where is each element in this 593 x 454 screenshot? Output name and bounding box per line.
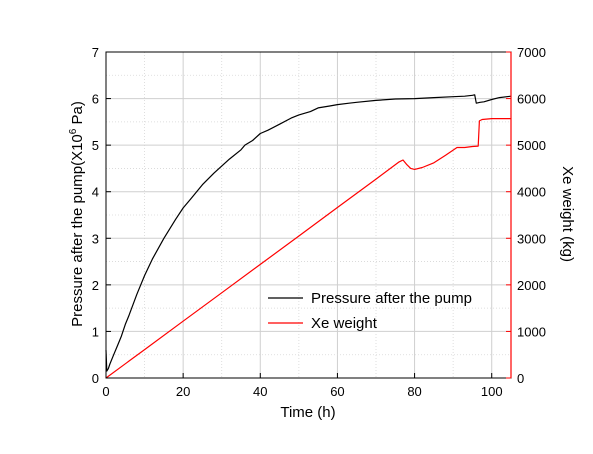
x-tick-label: 40: [253, 384, 267, 399]
y-left-tick-label: 1: [92, 324, 99, 339]
legend-label-pressure: Pressure after the pump: [311, 290, 472, 307]
y-right-tick-label: 0: [517, 371, 524, 386]
y-right-tick-label: 4000: [517, 185, 546, 200]
x-tick-label: 0: [102, 384, 109, 399]
series-line-xe-weight: [105, 118, 511, 379]
legend: Pressure after the pump Xe weight: [268, 290, 472, 332]
y-left-axis-title: Pressure after the pump(X106 Pa): [68, 101, 86, 327]
y-left-tick-label: 3: [92, 231, 99, 246]
y-left-tick-label: 4: [92, 185, 99, 200]
series-line-pressure: [105, 94, 512, 372]
grid: [105, 51, 511, 379]
y-right-axis-title: Xe weight (kg): [559, 166, 576, 262]
x-tick-label: 20: [176, 384, 190, 399]
y-right-tick-label: 3000: [517, 231, 546, 246]
y-right-tick-label: 5000: [517, 138, 546, 153]
y-right-tick-label: 1000: [517, 324, 546, 339]
y-left-axis-title-suffix: Pa): [69, 101, 86, 129]
legend-label-xe-weight: Xe weight: [311, 315, 378, 332]
x-axis-title: Time (h): [280, 404, 335, 421]
y-left-axis-title-exponent: 6: [68, 128, 79, 134]
y-right-tick-label: 7000: [517, 45, 546, 60]
y-left-tick-label: 2: [92, 278, 99, 293]
y-left-axis-title-main: Pressure after the pump(X10: [69, 134, 86, 327]
y-left-tick-label: 7: [92, 45, 99, 60]
y-left-tick-label: 5: [92, 138, 99, 153]
y-left-tick-label: 6: [92, 92, 99, 107]
x-tick-label: 80: [407, 384, 421, 399]
y-right-tick-label: 6000: [517, 92, 546, 107]
x-tick-label: 60: [330, 384, 344, 399]
y-left-tick-label: 0: [92, 371, 99, 386]
x-tick-label: 100: [481, 384, 503, 399]
y-right-tick-label: 2000: [517, 278, 546, 293]
axes: 0 20 40 60 80 1000123456701000200030004000500…: [92, 45, 546, 399]
series-layer: [105, 94, 512, 379]
